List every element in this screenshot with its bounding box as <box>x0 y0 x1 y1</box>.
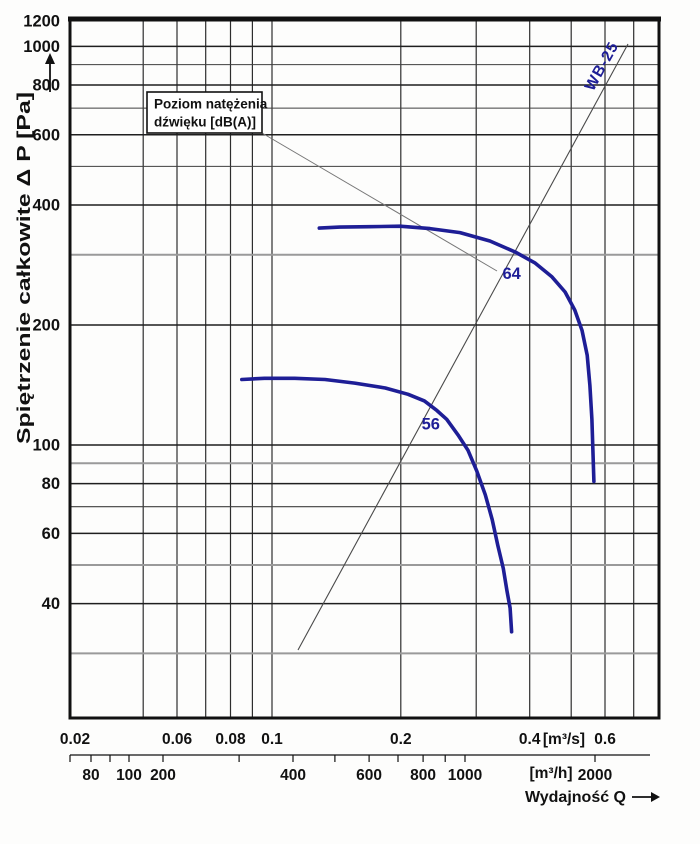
x-tick-label-m3s: 0.4 <box>519 731 541 748</box>
y-tick-label: 1000 <box>23 38 60 56</box>
fan-curve-64 <box>317 224 596 484</box>
y-axis-title: Spiętrzenie całkowite Δ P [Pa] <box>14 92 34 444</box>
x-tick-label-m3h: 600 <box>356 767 382 784</box>
x-axis-arrow-icon <box>651 792 660 802</box>
x-tick-label-m3s: 0.2 <box>390 731 412 748</box>
annotation-text-line1: Poziom natężenia <box>154 97 268 112</box>
fan-curve-56 <box>240 376 514 634</box>
x-tick-label-m3h: 80 <box>82 767 99 784</box>
annotation-leader-line <box>261 132 498 272</box>
x-unit-m3s: [m³/s] <box>543 731 585 748</box>
y-tick-label: 1200 <box>23 13 60 31</box>
x-tick-label-m3h: 800 <box>410 767 436 784</box>
x-tick-label-m3h: 400 <box>280 767 306 784</box>
x-axis-title: Wydajność Q <box>525 789 626 806</box>
curve-label-64: 64 <box>502 265 521 283</box>
y-tick-label: 100 <box>32 437 60 455</box>
characteristic-line <box>297 43 629 651</box>
x-tick-label-m3h: 1000 <box>448 767 482 784</box>
y-tick-label: 400 <box>32 197 60 215</box>
x-tick-label-m3s: 0.1 <box>261 731 283 748</box>
y-tick-label: 40 <box>42 595 60 613</box>
x-tick-label-m3h: 2000 <box>578 767 612 784</box>
x-tick-label-m3s: 0.08 <box>215 731 246 748</box>
x-tick-label-m3s: 0.02 <box>60 731 90 748</box>
y-tick-label: 80 <box>42 475 60 493</box>
annotation-box <box>146 91 263 134</box>
x-tick-label-m3s: 0.06 <box>162 731 193 748</box>
annotation-text-line2: dźwięku [dB(A)] <box>154 115 256 130</box>
y-tick-label: 800 <box>32 77 60 95</box>
y-tick-label: 200 <box>32 317 60 335</box>
x-tick-label-m3s: 0.6 <box>594 731 616 748</box>
y-axis-arrow-icon <box>45 53 55 64</box>
y-tick-label: 60 <box>42 525 60 543</box>
curve-label-56: 56 <box>422 415 440 433</box>
y-tick-label: 600 <box>32 126 60 144</box>
x-tick-label-m3h: 100 <box>116 767 142 784</box>
x-unit-m3h: [m³/h] <box>529 765 572 782</box>
x-tick-label-m3h: 200 <box>150 767 176 784</box>
